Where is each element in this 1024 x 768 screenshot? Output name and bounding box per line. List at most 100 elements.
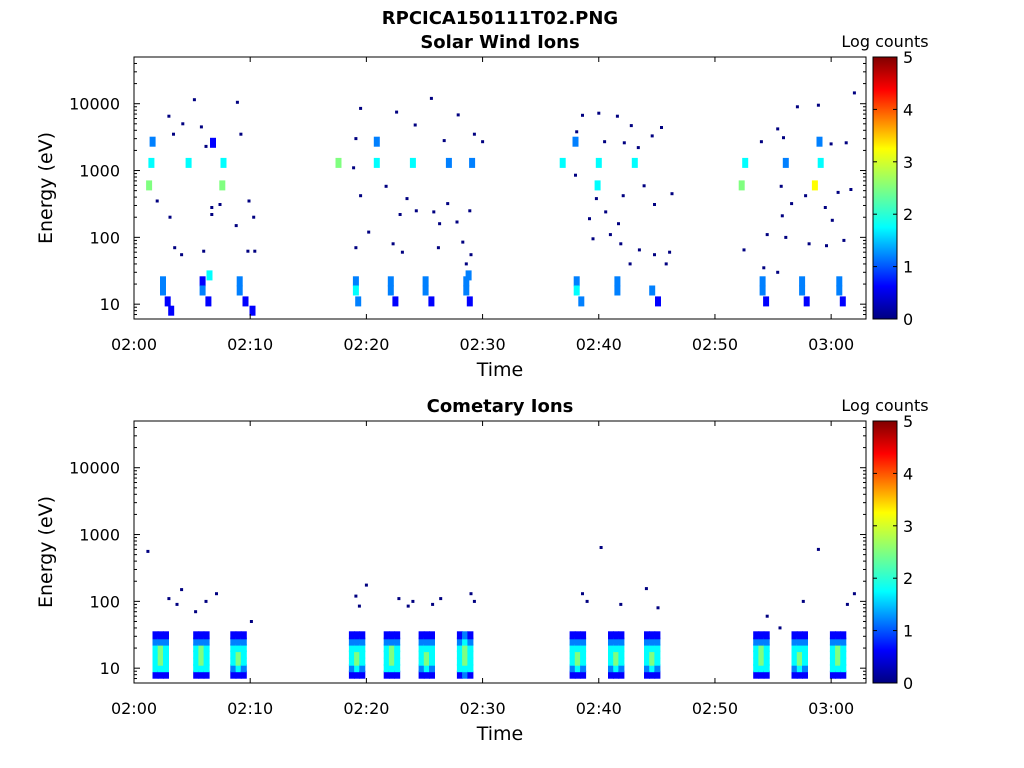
heatmap-point xyxy=(842,239,845,242)
heatmap-cell xyxy=(353,286,359,296)
heatmap-cell xyxy=(655,296,661,306)
heatmap-point xyxy=(804,194,807,197)
heatmap-cell xyxy=(359,658,365,666)
heatmap-point xyxy=(782,136,785,139)
heatmap-cell xyxy=(210,138,216,148)
heatmap-point xyxy=(837,191,840,194)
heatmap-point xyxy=(250,620,253,623)
heatmap-cell xyxy=(654,658,660,666)
heatmap-cell xyxy=(424,658,430,666)
heatmap-cell xyxy=(618,658,624,666)
heatmap-point xyxy=(665,262,668,265)
heatmap-point xyxy=(385,185,388,188)
heatmap-cell xyxy=(835,658,841,666)
heatmap-point xyxy=(619,603,622,606)
heatmap-cell xyxy=(570,658,576,666)
heatmap-cell xyxy=(446,158,452,168)
heatmap-cell xyxy=(840,296,846,306)
heatmap-point xyxy=(481,140,484,143)
heatmap-cell xyxy=(423,286,429,296)
y-tick-label: 100 xyxy=(89,592,120,611)
heatmap-point xyxy=(461,241,464,244)
heatmap-cell xyxy=(840,658,846,666)
heatmap-cell xyxy=(354,658,360,666)
heatmap-cell xyxy=(783,158,789,168)
heatmap-point xyxy=(846,603,849,606)
heatmap-point xyxy=(617,222,620,225)
heatmap-point xyxy=(592,237,595,240)
heatmap-point xyxy=(239,133,242,136)
heatmap-cell xyxy=(797,658,803,666)
heatmap-point xyxy=(200,125,203,128)
x-tick-label: 02:10 xyxy=(227,335,273,354)
heatmap-cell xyxy=(649,286,655,296)
colorbar-tick-label: 0 xyxy=(903,310,913,329)
heatmap-point xyxy=(352,166,355,169)
heatmap-point xyxy=(411,600,414,603)
heatmap-cell xyxy=(236,631,242,639)
heatmap-point xyxy=(825,244,828,247)
heatmap-cell xyxy=(241,631,247,639)
heatmap-cell xyxy=(146,180,152,190)
heatmap-point xyxy=(796,105,799,108)
colorbar-tick-label: 2 xyxy=(903,205,913,224)
heatmap-cell xyxy=(158,658,164,666)
heatmap-point xyxy=(407,605,410,608)
heatmap-point xyxy=(439,597,442,600)
heatmap-cell xyxy=(153,658,159,666)
heatmap-point xyxy=(616,115,619,118)
heatmap-cell xyxy=(632,158,638,168)
heatmap-cell xyxy=(153,631,159,639)
colorbar-tick-label: 4 xyxy=(903,464,913,483)
heatmap-point xyxy=(802,600,805,603)
heatmap-cell xyxy=(570,631,576,639)
heatmap-cell xyxy=(205,296,211,306)
colorbar-tick-label: 3 xyxy=(903,517,913,536)
heatmap-point xyxy=(235,224,238,227)
x-axis: 02:00 02:10 02:20 02:30 02:40 02:50 03:00 xyxy=(111,421,854,718)
figure-title: RPCICA150111T02.PNG xyxy=(382,8,618,29)
heatmap-point xyxy=(853,91,856,94)
heatmap-cell xyxy=(429,631,435,639)
heatmap-cell xyxy=(466,270,472,280)
colorbar: 012345 Log counts xyxy=(841,32,928,329)
heatmap-cell xyxy=(243,296,249,306)
heatmap-point xyxy=(437,246,440,249)
heatmap-cell xyxy=(817,137,823,147)
heatmap-cell xyxy=(608,631,614,639)
heatmap-cell xyxy=(237,286,243,296)
heatmap-cell xyxy=(763,296,769,306)
heatmap-cell xyxy=(739,180,745,190)
heatmap-cell xyxy=(797,631,803,639)
heatmap-point xyxy=(246,250,249,253)
heatmap-point xyxy=(619,242,622,245)
heatmap-cell xyxy=(198,658,204,666)
heatmap-point xyxy=(470,253,473,256)
x-tick-label: 02:30 xyxy=(460,699,506,718)
heatmap-cell xyxy=(457,658,463,666)
heatmap-point xyxy=(397,597,400,600)
plot-frame xyxy=(134,57,866,319)
x-tick-label: 02:10 xyxy=(227,699,273,718)
heatmap-point xyxy=(252,216,255,219)
heatmap-point xyxy=(457,113,460,116)
colorbar-tick-label: 1 xyxy=(903,258,913,277)
heatmap-point xyxy=(180,253,183,256)
heatmap-cell xyxy=(359,631,365,639)
heatmap-cell xyxy=(469,158,475,168)
heatmap-cell xyxy=(221,158,227,168)
heatmap-cell xyxy=(467,296,473,306)
heatmap-cell xyxy=(649,658,655,666)
heatmap-cell xyxy=(148,158,154,168)
heatmap-cell xyxy=(654,631,660,639)
heatmap-point xyxy=(205,600,208,603)
heatmap-point xyxy=(415,209,418,212)
heatmap-cell xyxy=(764,631,770,639)
heatmap-cell xyxy=(150,137,156,147)
heatmap-point xyxy=(853,592,856,595)
heatmap-point xyxy=(660,126,663,129)
heatmap-point xyxy=(762,266,765,269)
heatmap-point xyxy=(392,242,395,245)
heatmap-point xyxy=(638,248,641,251)
heatmap-cell xyxy=(353,276,359,286)
